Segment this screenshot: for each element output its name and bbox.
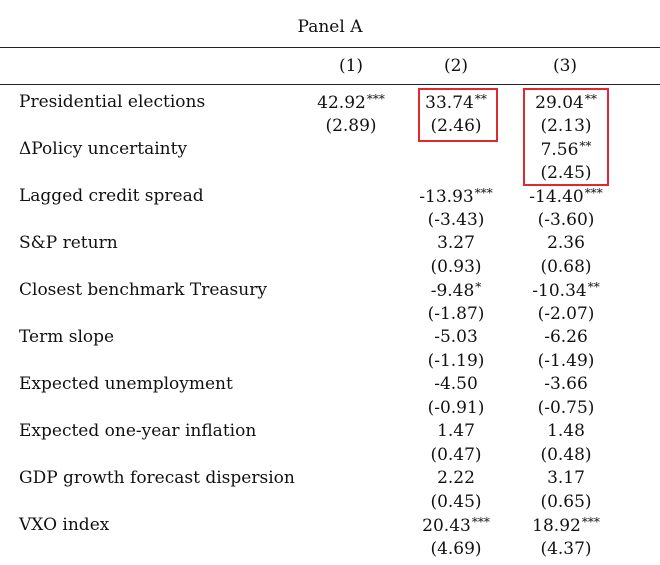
coefficient-value: 3.27 — [437, 233, 475, 253]
row-label: Closest benchmark Treasury — [19, 280, 267, 300]
t-statistic-c2: (0.93) — [430, 257, 482, 277]
t-statistic-c2: (-3.43) — [427, 210, 485, 230]
column-header-3: (3) — [552, 56, 578, 76]
coefficient-value: 7.56 — [540, 140, 579, 160]
significance-stars: ** — [579, 139, 592, 153]
t-statistic-c3: (-1.49) — [537, 351, 595, 371]
t-statistic-c2: (2.46) — [430, 116, 482, 136]
t-statistic-c3: (4.37) — [540, 539, 592, 559]
t-statistic-c3: (0.65) — [540, 492, 592, 512]
t-statistic-c2: (4.69) — [430, 539, 482, 559]
coefficient-c1: 42.92*** — [317, 92, 385, 113]
significance-stars: * — [475, 280, 482, 294]
coefficient-c3: -14.40*** — [529, 186, 602, 207]
t-statistic-c3: (-3.60) — [537, 210, 595, 230]
row-label: Expected one-year inflation — [19, 421, 257, 441]
coefficient-value: 18.92 — [532, 516, 581, 536]
coefficient-c2: -5.03 — [434, 327, 478, 347]
row-label: Presidential elections — [19, 92, 206, 112]
row-label: ΔPolicy uncertainty — [19, 139, 188, 159]
coefficient-value: -3.66 — [544, 374, 588, 394]
coefficient-c2: -9.48* — [431, 280, 482, 301]
highlight-box-col2 — [418, 88, 498, 142]
coefficient-value: 33.74 — [425, 93, 474, 113]
column-header-2: (2) — [443, 56, 469, 76]
top-rule — [0, 47, 660, 48]
coefficient-value: 2.22 — [437, 468, 475, 488]
t-statistic-c2: (-1.19) — [427, 351, 485, 371]
t-statistic-c1: (2.89) — [325, 116, 377, 136]
coefficient-c2: 33.74** — [425, 92, 487, 113]
t-statistic-c3: (2.45) — [540, 163, 592, 183]
row-label: GDP growth forecast dispersion — [19, 468, 295, 488]
panel-title: Panel A — [297, 17, 363, 37]
coefficient-value: -9.48 — [430, 281, 475, 301]
coefficient-c2: 20.43*** — [422, 515, 490, 536]
coefficient-value: 2.36 — [547, 233, 585, 253]
significance-stars: *** — [474, 186, 493, 200]
significance-stars: *** — [581, 515, 600, 529]
column-header-1: (1) — [338, 56, 364, 76]
t-statistic-c3: (2.13) — [540, 116, 592, 136]
coefficient-c2: 1.47 — [437, 421, 475, 441]
coefficient-c2: 2.22 — [437, 468, 475, 488]
coefficient-value: 1.48 — [547, 421, 585, 441]
t-statistic-c2: (-0.91) — [427, 398, 485, 418]
significance-stars: ** — [474, 92, 487, 106]
t-statistic-c2: (-1.87) — [427, 304, 485, 324]
row-label: VXO index — [19, 515, 110, 535]
significance-stars: ** — [584, 92, 597, 106]
coefficient-value: 29.04 — [535, 93, 584, 113]
significance-stars: *** — [584, 186, 603, 200]
t-statistic-c3: (-0.75) — [537, 398, 595, 418]
row-label: Expected unemployment — [19, 374, 233, 394]
row-label: S&P return — [19, 233, 118, 253]
coefficient-c3: 7.56** — [541, 139, 592, 160]
coefficient-value: -4.50 — [434, 374, 478, 394]
coefficient-value: 1.47 — [437, 421, 475, 441]
significance-stars: ** — [587, 280, 600, 294]
coefficient-c3: 29.04** — [535, 92, 597, 113]
t-statistic-c3: (0.68) — [540, 257, 592, 277]
coefficient-c3: -6.26 — [544, 327, 588, 347]
coefficient-c3: 2.36 — [547, 233, 585, 253]
coefficient-c2: -4.50 — [434, 374, 478, 394]
coefficient-c2: -13.93*** — [419, 186, 492, 207]
coefficient-value: -6.26 — [544, 327, 588, 347]
coefficient-c3: 1.48 — [547, 421, 585, 441]
t-statistic-c3: (-2.07) — [537, 304, 595, 324]
row-label: Lagged credit spread — [19, 186, 204, 206]
coefficient-value: -13.93 — [419, 187, 474, 207]
coefficient-value: 20.43 — [422, 516, 471, 536]
significance-stars: *** — [471, 515, 490, 529]
t-statistic-c2: (0.47) — [430, 445, 482, 465]
t-statistic-c3: (0.48) — [540, 445, 592, 465]
coefficient-value: 42.92 — [317, 93, 366, 113]
coefficient-c2: 3.27 — [437, 233, 475, 253]
highlight-box-col3 — [523, 88, 609, 186]
coefficient-c3: 3.17 — [547, 468, 585, 488]
coefficient-value: 3.17 — [547, 468, 585, 488]
significance-stars: *** — [366, 92, 385, 106]
coefficient-value: -10.34 — [532, 281, 587, 301]
coefficient-value: -14.40 — [529, 187, 584, 207]
coefficient-value: -5.03 — [434, 327, 478, 347]
coefficient-c3: 18.92*** — [532, 515, 600, 536]
coefficient-c3: -3.66 — [544, 374, 588, 394]
header-rule — [0, 84, 660, 85]
row-label: Term slope — [19, 327, 115, 347]
coefficient-c3: -10.34** — [532, 280, 599, 301]
t-statistic-c2: (0.45) — [430, 492, 482, 512]
